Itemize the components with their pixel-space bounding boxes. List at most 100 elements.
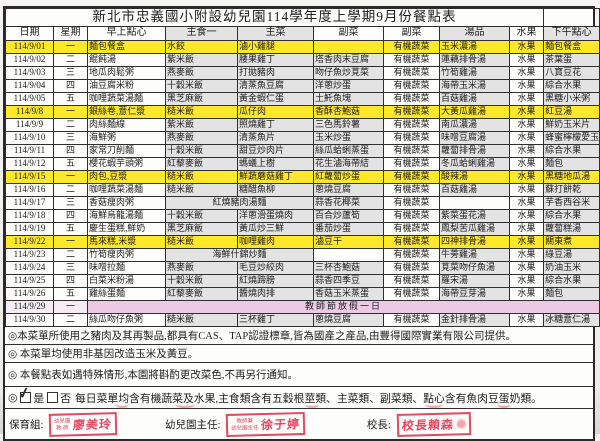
menu-cell: 土魠魚塊 xyxy=(313,92,384,106)
menu-cell: 有機蔬菜 xyxy=(383,235,440,249)
menu-cell: 五 xyxy=(53,287,88,301)
menu-cell: 三 xyxy=(53,196,88,210)
column-header: 副菜 xyxy=(383,26,440,41)
menu-cell: 燕麥飯 xyxy=(165,66,238,80)
menu-cell: 三杯雞丁 xyxy=(237,313,314,327)
menu-cell: 紫菜蛋花湯 xyxy=(439,209,510,223)
menu-cell: 糙米飯 xyxy=(165,170,238,184)
menu-cell: 114/9/29 xyxy=(5,300,54,314)
menu-cell: 香菇玉米蒸蛋 xyxy=(313,287,384,301)
menu-cell: 黃瓜炒三鮮 xyxy=(237,222,314,236)
menu-cell: 四 xyxy=(53,209,88,223)
checkbox-no[interactable] xyxy=(47,392,59,403)
certify-text: 每日菜單均含有機蔬菜及水果,主食類含有五穀根莖類、主菜類、副菜類、點心含有魚肉豆… xyxy=(75,392,542,405)
menu-cell: 二 xyxy=(53,118,88,132)
menu-cell: 吻仔魚炒莧菜 xyxy=(313,66,384,80)
footnote-menu-change: ◎ 本餐點表如遇特殊情形,本園將斟酌更改菜色,不再另行通知。 xyxy=(5,363,593,387)
menu-cell: 有機蔬菜 xyxy=(383,40,440,54)
menu-cell: 蜂蜜檸檬愛玉 xyxy=(543,131,600,145)
menu-cell: 鮮蔬蘑菇雞丁 xyxy=(237,170,314,184)
menu-cell: 鳳梨苦瓜雞湯 xyxy=(439,222,510,236)
menu-cell: 水餃 xyxy=(165,40,238,54)
menu-row: 114/9/01 一麵包餐盒 水餃 滷小雞腿 有機蔬菜 玉米濃湯 水果 麵包餐盒 xyxy=(5,40,600,54)
principal-stamp-name: 校長賴森 xyxy=(401,416,455,433)
menu-row: 114/9/26 五雞絲蛋麵 紅藜麥飯 醬燒肉排 香菇玉米蒸蛋 有機蔬菜 海帶豆芽湯 水果 麵包 xyxy=(5,287,600,301)
menu-cell: 燕麥飯 xyxy=(165,261,238,275)
stamp-smudge xyxy=(456,418,466,428)
menu-cell: 腰果雞丁 xyxy=(237,53,314,67)
menu-cell: 有機蔬菜 xyxy=(383,79,440,93)
footnote-non-gmo: ◎ 本菜單均使用非基因改造玉米及黃豆。 xyxy=(5,345,593,363)
menu-row: 114/9/11 四家常刀削麵 十穀米飯 甜豆炒肉片 絲瓜蛤蜊蒸蛋 有機蔬菜 蘿蔔排骨湯 水果… xyxy=(5,144,600,158)
menu-cell: 114/9/11 xyxy=(5,144,54,158)
menu-cell: 114/9/04 xyxy=(5,79,54,93)
menu-cell: 八寶豆花 xyxy=(543,66,600,80)
menu-cell: 水果 xyxy=(508,105,545,119)
menu-cell: 白菜米粉湯 xyxy=(87,274,166,288)
menu-cell: 114/9/25 xyxy=(5,274,54,288)
menu-cell: 櫻花蝦芋頭粥 xyxy=(87,157,166,171)
menu-cell: 百菇雞湯 xyxy=(439,92,510,106)
menu-cell: 糙米飯 xyxy=(165,235,238,249)
menu-cell: 一 xyxy=(53,235,88,249)
menu-cell: 三 xyxy=(53,66,88,80)
menu-cell: 水果 xyxy=(508,261,545,275)
menu-cell: 紅藜麥飯 xyxy=(165,287,238,301)
menu-cell: 一 xyxy=(53,170,88,184)
caretaker-label: 保育組: xyxy=(9,419,44,431)
menu-cell: 咖哩雞肉 xyxy=(237,235,314,249)
menu-cell: 蘿蔔排骨湯 xyxy=(439,144,510,158)
menu-cell: 清蒸魚片 xyxy=(237,131,314,145)
menu-cell: 紫米飯 xyxy=(165,118,238,132)
caretaker-stamp-name: 廖美玲 xyxy=(72,416,113,432)
menu-cell: 雞絲蛋麵 xyxy=(87,287,166,301)
director-label: 幼兒園主任: xyxy=(164,419,221,431)
menu-cell xyxy=(313,40,384,54)
column-header: 下午點心 xyxy=(543,26,600,41)
menu-cell: 甜豆炒肉片 xyxy=(237,144,314,158)
menu-cell: 蔥燒豆腐 xyxy=(313,183,384,197)
menu-cell: 清蒸魚豆腐 xyxy=(237,79,314,93)
footnote-pork-certification: ◎本菜單所使用之豬肉及其再製品,都具有CAS、TAP認證標章,皆為國產之產品,由… xyxy=(5,327,593,345)
menu-cell: 三 xyxy=(53,131,88,145)
menu-cell: 114/9/30 xyxy=(5,313,54,327)
menu-cell: 五 xyxy=(53,222,88,236)
menu-sheet: 新北市忠義國小附設幼兒園114學年度上學期9月份餐點表 日期 星期 早上點心 主食一主… xyxy=(3,6,600,441)
column-header: 湯品 xyxy=(439,26,510,41)
menu-cell: 玉米濃湯 xyxy=(439,40,510,54)
menu-cell: 有機蔬菜 xyxy=(383,105,440,119)
menu-row: 114/9/25 四白菜米粉湯 十穀米飯 紅燒蹄膀 蒜香四季豆 有機蔬菜 羅宋湯 水果 綜合水果 xyxy=(5,274,600,288)
menu-cell: 綜合水果 xyxy=(543,144,600,158)
menu-cell: 百合炒蘆筍 xyxy=(313,209,384,223)
menu-cell: 有機蔬菜 xyxy=(383,222,440,236)
menu-cell: 蘇打餅乾 xyxy=(543,183,600,197)
menu-cell: 螞蟻上樹 xyxy=(237,157,314,171)
menu-cell: 冰糖薏仁湯 xyxy=(543,313,600,327)
menu-cell: 114/9/19 xyxy=(5,222,54,236)
checkbox-no-label: 否 xyxy=(60,392,72,405)
menu-cell: 十穀米飯 xyxy=(165,79,238,93)
menu-cell: 綜合水果 xyxy=(543,209,600,223)
menu-cell: 114/9/9 xyxy=(5,118,54,132)
menu-cell: 地瓜肉鬆粥 xyxy=(87,66,166,80)
menu-cell: 麵包 xyxy=(543,287,600,301)
menu-cell: 糙米飯 xyxy=(165,313,238,327)
menu-cell: 蔥燒豆腐 xyxy=(313,313,384,327)
menu-cell: 114/9/17 xyxy=(5,196,54,210)
menu-cell: 餛飩湯 xyxy=(87,53,166,67)
checkbox-yes[interactable]: ✓ xyxy=(17,385,33,403)
menu-cell: 水果 xyxy=(508,79,545,93)
menu-cell: 花生滷海帶結 xyxy=(313,157,384,171)
menu-cell: 水果 xyxy=(508,248,545,262)
menu-cell: 洋蔥滑蛋燒肉 xyxy=(237,209,314,223)
menu-cell: 三色馬鈴薯 xyxy=(313,118,384,132)
menu-cell: 水果 xyxy=(508,313,545,327)
menu-cell: 水果 xyxy=(508,209,545,223)
menu-cell: 牛蒡雞湯 xyxy=(439,248,510,262)
menu-row: 114/9/17 三香菇瘦肉粥 紅燒豬肉湯麵 蒜香花椰菜 有機蔬菜 水果 芋香西谷米 xyxy=(5,196,600,210)
menu-cell: 銀絲卷,薏仁漿 xyxy=(87,105,166,119)
menu-cell: 有機蔬菜 xyxy=(383,131,440,145)
menu-row: 114/9/04 四油豆腐米粉 十穀米飯 清蒸魚豆腐 洋蔥炒蛋 有機蔬菜 海帶玉米湯 水果 綜合… xyxy=(5,79,600,93)
menu-cell: 莧菜吻仔魚湯 xyxy=(439,261,510,275)
menu-cell: 麵包 xyxy=(543,157,600,171)
